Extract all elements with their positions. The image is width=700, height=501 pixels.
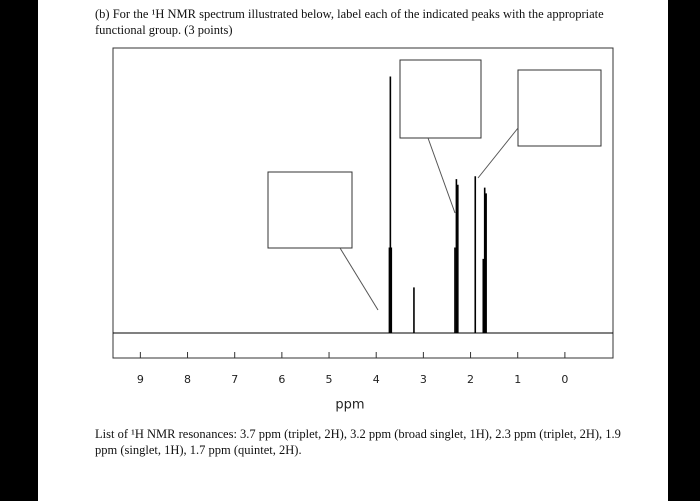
plot-frame [112, 47, 614, 359]
spectrum: ppm 9 8 7 6 5 4 3 2 1 0 [112, 47, 614, 413]
answer-box[interactable] [267, 171, 353, 249]
document: (b) For the ¹H NMR spectrum illustrated … [38, 0, 668, 501]
x-axis-label: ppm [335, 398, 364, 413]
x-tick-label: 8 [184, 373, 191, 386]
x-tick-label: 4 [373, 373, 380, 386]
x-tick-label: 5 [326, 373, 333, 386]
x-tick-label: 0 [561, 373, 568, 386]
leader-line [339, 247, 379, 311]
x-tick-label: 3 [420, 373, 427, 386]
x-tick-label: 9 [137, 373, 144, 386]
x-tick-label: 1 [514, 373, 521, 386]
x-tick-label: 7 [231, 373, 238, 386]
leader-line [477, 127, 519, 179]
answer-box[interactable] [399, 59, 482, 139]
x-tick-label: 6 [278, 373, 285, 386]
question: (b) For the ¹H NMR spectrum illustrated … [95, 7, 604, 37]
resonances: List of ¹H NMR resonances: 3.7 ppm (trip… [95, 427, 621, 457]
answer-box[interactable] [517, 69, 602, 147]
leader-line [427, 137, 456, 214]
x-tick-label: 2 [467, 373, 474, 386]
